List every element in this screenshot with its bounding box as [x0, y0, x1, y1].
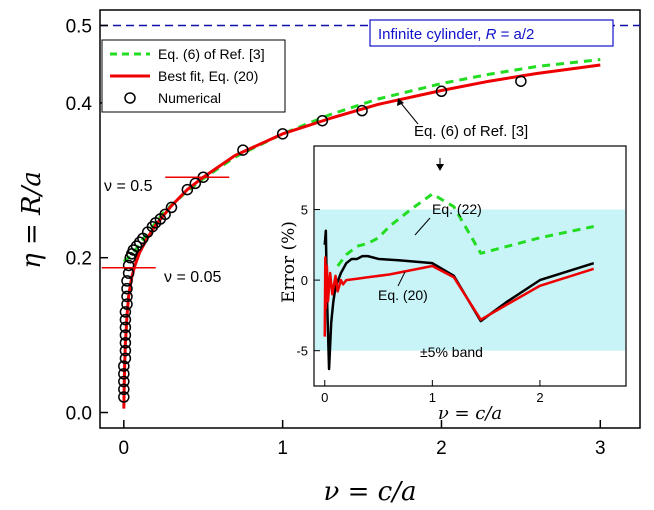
numerical-point — [119, 313, 132, 326]
main-x-axis-label: ν = c/a — [324, 477, 417, 507]
numerical-point — [316, 114, 329, 127]
numerical-point — [515, 75, 527, 87]
numerical-point — [118, 383, 130, 396]
main-x-tick-label: 0 — [119, 438, 130, 459]
main-tick-group: 0 1 2 3 0.0 0.2 0.4 0.5 — [66, 16, 606, 459]
inset-eq20-label: Eq. (20) — [378, 287, 428, 303]
inset-eq20-arrow — [397, 271, 406, 287]
inset-series-group — [323, 192, 595, 371]
main-y-tick-label: 0.4 — [66, 94, 93, 115]
inset-y-tick-label: -5 — [296, 344, 308, 359]
numerical-point — [119, 337, 132, 349]
main-y-tick-label: 0.5 — [66, 16, 92, 37]
eq6-callout-label: Eq. (6) of Ref. [3] — [414, 123, 528, 140]
inset-eq22-label: Eq. (22) — [432, 201, 482, 217]
main-y-axis-label: η = R/a — [17, 171, 47, 269]
numerical-point — [122, 259, 135, 272]
cylinder-label: Infinite cylinder, R = a/2 — [378, 26, 534, 43]
main-x-tick-label: 2 — [436, 438, 447, 459]
legend-label-eq6: Eq. (6) of Ref. [3] — [158, 46, 265, 62]
inset-eq22-arrow — [414, 217, 431, 236]
numerical-point — [118, 391, 130, 403]
eq6-callout-arrowhead — [397, 98, 404, 106]
numerical-point — [276, 128, 289, 140]
numerical-point — [121, 275, 133, 287]
inset-x-tick-label: 2 — [536, 390, 543, 405]
numerical-point — [119, 329, 132, 341]
numerical-point — [118, 368, 130, 380]
legend: Eq. (6) of Ref. [3] Best fit, Eq. (20) N… — [101, 39, 286, 113]
numerical-point — [119, 306, 132, 318]
eq6-callout-arrow — [399, 101, 419, 125]
inset-tick-group: 0 1 2 -5 0 5 — [296, 203, 543, 405]
inset-x-tick-label: 0 — [321, 390, 328, 405]
cylinder-label-r: R — [486, 26, 497, 43]
inset-y-tick-label: 5 — [301, 203, 308, 218]
nu-0.05-label: ν = 0.05 — [164, 269, 221, 286]
nu-0.5-label: ν = 0.5 — [104, 178, 153, 195]
inset-y-tick-label: 0 — [301, 273, 308, 288]
numerical-point — [189, 177, 202, 190]
main-x-tick-label: 3 — [595, 438, 606, 459]
legend-swatch-numerical — [124, 92, 136, 104]
inset-x-tick-label: 1 — [429, 390, 436, 405]
numerical-point — [118, 375, 130, 388]
inset-y-axis-label: Error (%) — [279, 221, 299, 303]
numerical-point — [121, 290, 133, 303]
main-plot-frame — [99, 9, 641, 429]
numerical-point — [237, 144, 249, 156]
main-y-tick-label: 0.2 — [66, 249, 92, 270]
numerical-point — [165, 201, 178, 214]
main-x-tick-label: 1 — [277, 438, 288, 459]
numerical-point — [119, 321, 132, 334]
inset-x-axis-label: ν = c/a — [438, 403, 502, 424]
numerical-point — [121, 298, 133, 310]
inset-eq6-arrowhead — [436, 164, 444, 171]
numerical-point — [159, 208, 171, 221]
inset-eq6-series-line — [336, 192, 595, 267]
inset-band-label: ±5% band — [420, 344, 483, 360]
cylinder-label-box — [369, 19, 614, 47]
main-y-tick-label: 0.0 — [66, 404, 92, 425]
numerical-point — [121, 282, 133, 295]
inset-error-band — [315, 209, 625, 351]
legend-label-bestfit: Best fit, Eq. (20) — [158, 68, 258, 84]
numerical-point — [118, 360, 130, 372]
main-series-group — [118, 58, 601, 409]
numerical-point — [435, 85, 448, 98]
cylinder-label-prefix: Infinite cylinder, — [378, 26, 486, 43]
numerical-point — [356, 104, 368, 117]
numerical-point — [119, 344, 132, 357]
cylinder-label-suffix: = a/2 — [496, 26, 534, 43]
numerical-point — [181, 183, 194, 196]
inset-eq20-series-line — [323, 256, 595, 337]
legend-label-numerical: Numerical — [158, 90, 221, 106]
numerical-point — [119, 352, 132, 365]
